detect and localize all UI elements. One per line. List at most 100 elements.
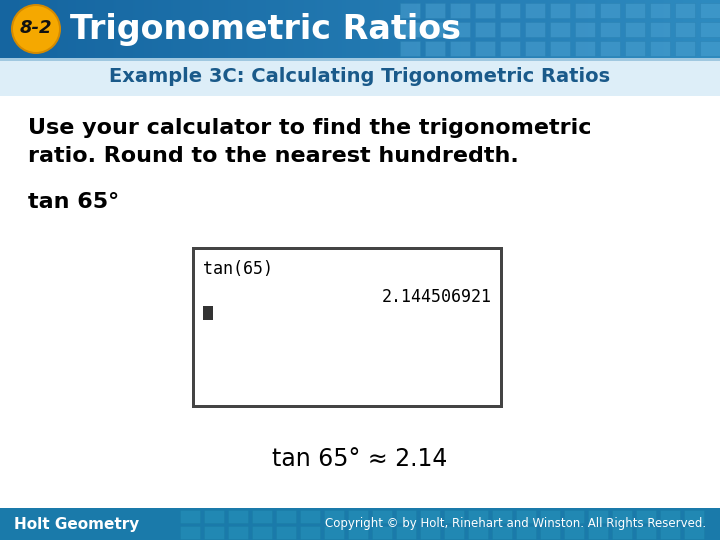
Circle shape [11, 4, 61, 54]
FancyBboxPatch shape [643, 0, 644, 58]
FancyBboxPatch shape [47, 0, 48, 58]
FancyBboxPatch shape [176, 0, 177, 58]
FancyBboxPatch shape [657, 0, 658, 58]
FancyBboxPatch shape [531, 0, 532, 58]
FancyBboxPatch shape [502, 0, 503, 58]
FancyBboxPatch shape [588, 510, 608, 523]
Text: Example 3C: Calculating Trigonometric Ratios: Example 3C: Calculating Trigonometric Ra… [109, 68, 611, 86]
FancyBboxPatch shape [490, 0, 491, 58]
FancyBboxPatch shape [332, 0, 333, 58]
FancyBboxPatch shape [419, 0, 420, 58]
FancyBboxPatch shape [677, 0, 678, 58]
FancyBboxPatch shape [388, 0, 389, 58]
FancyBboxPatch shape [435, 0, 436, 58]
FancyBboxPatch shape [575, 0, 576, 58]
FancyBboxPatch shape [150, 0, 151, 58]
FancyBboxPatch shape [495, 0, 496, 58]
FancyBboxPatch shape [37, 0, 38, 58]
FancyBboxPatch shape [475, 3, 495, 18]
FancyBboxPatch shape [259, 0, 260, 58]
FancyBboxPatch shape [666, 0, 667, 58]
FancyBboxPatch shape [283, 0, 284, 58]
FancyBboxPatch shape [468, 0, 469, 58]
FancyBboxPatch shape [396, 0, 397, 58]
FancyBboxPatch shape [412, 0, 413, 58]
FancyBboxPatch shape [546, 0, 547, 58]
FancyBboxPatch shape [653, 0, 654, 58]
FancyBboxPatch shape [701, 0, 702, 58]
FancyBboxPatch shape [281, 0, 282, 58]
FancyBboxPatch shape [447, 0, 448, 58]
FancyBboxPatch shape [508, 0, 509, 58]
FancyBboxPatch shape [669, 0, 670, 58]
FancyBboxPatch shape [541, 0, 542, 58]
FancyBboxPatch shape [682, 0, 683, 58]
FancyBboxPatch shape [434, 0, 435, 58]
FancyBboxPatch shape [167, 0, 168, 58]
FancyBboxPatch shape [54, 0, 55, 58]
FancyBboxPatch shape [475, 41, 495, 56]
FancyBboxPatch shape [252, 0, 253, 58]
FancyBboxPatch shape [372, 510, 392, 523]
FancyBboxPatch shape [560, 0, 561, 58]
FancyBboxPatch shape [427, 0, 428, 58]
FancyBboxPatch shape [170, 0, 171, 58]
FancyBboxPatch shape [255, 0, 256, 58]
FancyBboxPatch shape [506, 0, 507, 58]
FancyBboxPatch shape [36, 0, 37, 58]
FancyBboxPatch shape [583, 0, 584, 58]
FancyBboxPatch shape [354, 0, 355, 58]
FancyBboxPatch shape [625, 41, 645, 56]
FancyBboxPatch shape [313, 0, 314, 58]
FancyBboxPatch shape [194, 0, 195, 58]
FancyBboxPatch shape [248, 0, 249, 58]
FancyBboxPatch shape [675, 41, 695, 56]
FancyBboxPatch shape [27, 0, 28, 58]
FancyBboxPatch shape [700, 3, 720, 18]
FancyBboxPatch shape [391, 0, 392, 58]
FancyBboxPatch shape [291, 0, 292, 58]
FancyBboxPatch shape [204, 526, 224, 539]
FancyBboxPatch shape [399, 0, 400, 58]
FancyBboxPatch shape [534, 0, 535, 58]
FancyBboxPatch shape [333, 0, 334, 58]
FancyBboxPatch shape [145, 0, 146, 58]
FancyBboxPatch shape [24, 0, 25, 58]
FancyBboxPatch shape [258, 0, 259, 58]
FancyBboxPatch shape [152, 0, 153, 58]
FancyBboxPatch shape [576, 0, 577, 58]
FancyBboxPatch shape [361, 0, 362, 58]
FancyBboxPatch shape [267, 0, 268, 58]
FancyBboxPatch shape [179, 0, 180, 58]
FancyBboxPatch shape [77, 0, 78, 58]
FancyBboxPatch shape [588, 0, 589, 58]
FancyBboxPatch shape [122, 0, 123, 58]
FancyBboxPatch shape [160, 0, 161, 58]
FancyBboxPatch shape [165, 0, 166, 58]
FancyBboxPatch shape [305, 0, 306, 58]
FancyBboxPatch shape [578, 0, 579, 58]
FancyBboxPatch shape [597, 0, 598, 58]
FancyBboxPatch shape [84, 0, 85, 58]
FancyBboxPatch shape [551, 0, 552, 58]
FancyBboxPatch shape [66, 0, 67, 58]
FancyBboxPatch shape [348, 510, 368, 523]
FancyBboxPatch shape [191, 0, 192, 58]
FancyBboxPatch shape [563, 0, 564, 58]
FancyBboxPatch shape [320, 0, 321, 58]
FancyBboxPatch shape [173, 0, 174, 58]
FancyBboxPatch shape [656, 0, 657, 58]
FancyBboxPatch shape [48, 0, 49, 58]
FancyBboxPatch shape [627, 0, 628, 58]
FancyBboxPatch shape [153, 0, 154, 58]
FancyBboxPatch shape [221, 0, 222, 58]
FancyBboxPatch shape [660, 526, 680, 539]
FancyBboxPatch shape [483, 0, 484, 58]
FancyBboxPatch shape [113, 0, 114, 58]
FancyBboxPatch shape [647, 0, 648, 58]
FancyBboxPatch shape [705, 0, 706, 58]
FancyBboxPatch shape [263, 0, 264, 58]
FancyBboxPatch shape [423, 0, 424, 58]
FancyBboxPatch shape [478, 0, 479, 58]
FancyBboxPatch shape [416, 0, 417, 58]
